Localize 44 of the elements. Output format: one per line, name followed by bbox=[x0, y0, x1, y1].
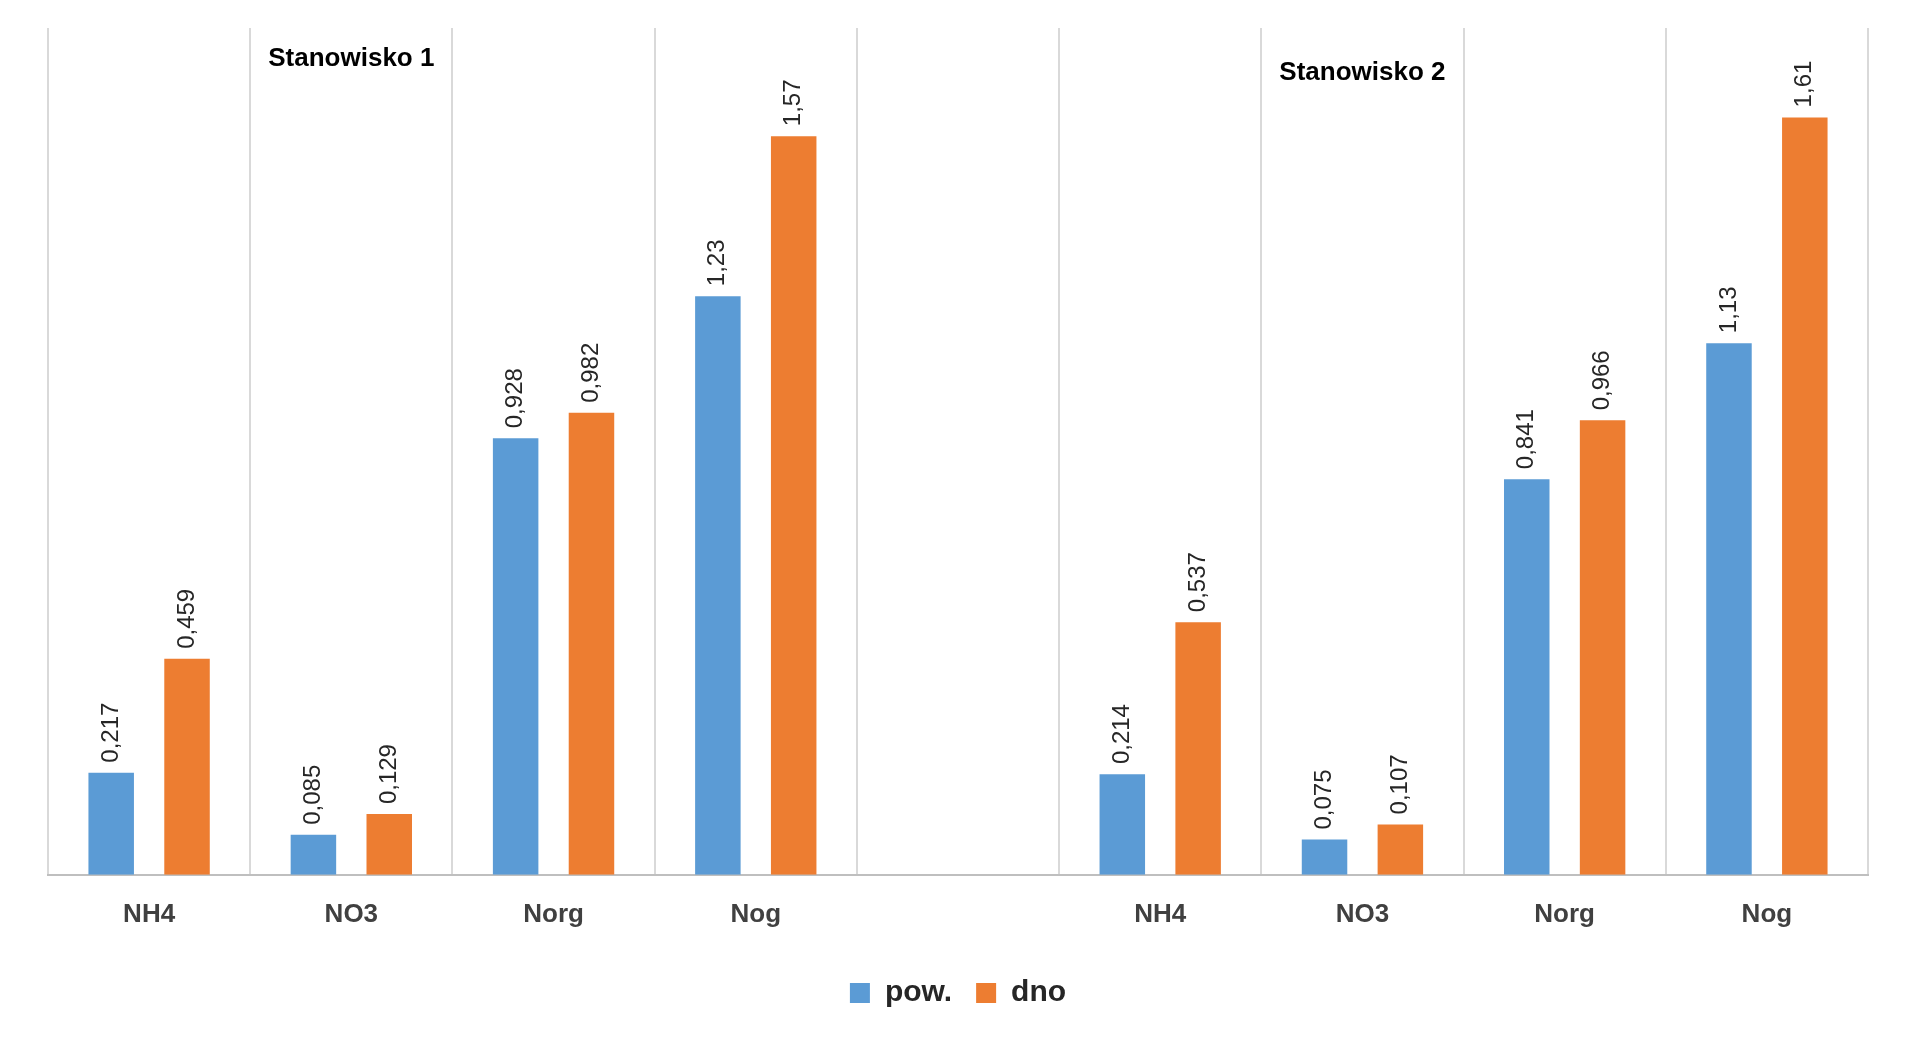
bar bbox=[492, 438, 539, 875]
x-tick-label: NO3 bbox=[324, 897, 379, 928]
data-label: 0,107 bbox=[1384, 754, 1412, 815]
data-label: 0,966 bbox=[1587, 350, 1615, 411]
bar bbox=[1175, 622, 1221, 875]
data-label: 0,075 bbox=[1309, 769, 1337, 830]
text: Stanowisko 2 bbox=[1279, 56, 1446, 87]
legend-label: dno bbox=[1011, 974, 1067, 1008]
data-label: 0,214 bbox=[1106, 704, 1134, 765]
bar bbox=[366, 814, 412, 875]
data-label: 1,13 bbox=[1713, 286, 1741, 334]
x-tick-label: NO3 bbox=[1335, 897, 1390, 928]
bar bbox=[1504, 479, 1550, 875]
x-tick-label: Norg bbox=[1534, 897, 1595, 928]
data-label: 1,23 bbox=[702, 239, 730, 287]
x-tick-label: NH4 bbox=[1134, 897, 1187, 928]
bar bbox=[1301, 839, 1348, 875]
x-tick-label: Nog bbox=[730, 897, 782, 928]
bar bbox=[88, 772, 134, 875]
data-label: 0,129 bbox=[373, 744, 401, 805]
bar bbox=[1706, 343, 1752, 875]
data-label: 0,928 bbox=[500, 368, 528, 429]
data-label: 0,841 bbox=[1511, 409, 1539, 470]
data-label: 0,982 bbox=[576, 342, 604, 403]
legend-label: pow. bbox=[884, 974, 953, 1008]
bar bbox=[1099, 774, 1146, 875]
text: Stanowisko 1 bbox=[268, 42, 435, 73]
bar bbox=[290, 834, 337, 875]
bar bbox=[1782, 117, 1828, 875]
x-tick-label: NH4 bbox=[123, 897, 176, 928]
data-label: 0,217 bbox=[95, 702, 123, 763]
bar bbox=[770, 136, 817, 875]
data-label: 1,61 bbox=[1789, 60, 1817, 108]
data-label: 0,085 bbox=[298, 764, 326, 825]
bar bbox=[695, 296, 741, 875]
bar bbox=[164, 658, 210, 875]
data-label: 0,537 bbox=[1182, 552, 1210, 613]
x-tick-label: Norg bbox=[523, 897, 584, 928]
data-label: 0,459 bbox=[171, 588, 199, 649]
data-label: 1,57 bbox=[778, 79, 806, 127]
x-tick-label: Nog bbox=[1741, 897, 1793, 928]
bar bbox=[1377, 824, 1424, 875]
bar bbox=[568, 412, 615, 875]
bar bbox=[1579, 420, 1626, 875]
